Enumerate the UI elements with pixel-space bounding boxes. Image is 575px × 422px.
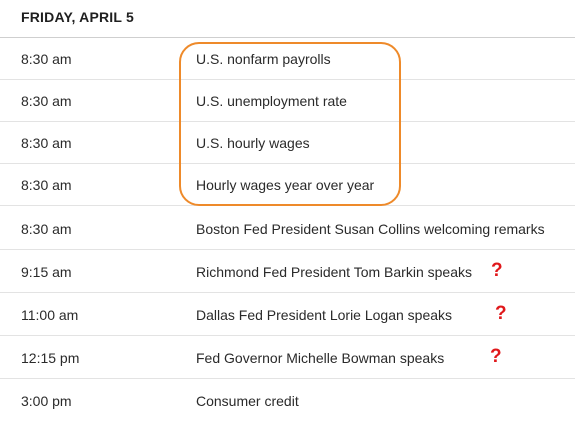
question-mark-icon: ? <box>495 303 507 324</box>
event-time: 9:15 am <box>21 264 72 280</box>
question-mark-icon: ? <box>491 260 503 281</box>
event-time: 8:30 am <box>21 135 72 151</box>
event-name: U.S. nonfarm payrolls <box>196 51 331 67</box>
row-divider <box>0 249 575 250</box>
event-time: 11:00 am <box>21 307 79 323</box>
schedule-row: 11:00 am Dallas Fed President Lorie Loga… <box>0 294 575 336</box>
event-name: Boston Fed President Susan Collins welco… <box>196 221 545 237</box>
event-name: Consumer credit <box>196 393 299 409</box>
row-divider <box>0 121 575 122</box>
schedule-row: 8:30 am U.S. nonfarm payrolls <box>0 38 575 80</box>
event-time: 8:30 am <box>21 93 72 109</box>
schedule-row: 3:00 pm Consumer credit <box>0 380 575 422</box>
schedule-row: 9:15 am Richmond Fed President Tom Barki… <box>0 251 575 293</box>
event-time: 3:00 pm <box>21 393 72 409</box>
event-name: Dallas Fed President Lorie Logan speaks <box>196 307 453 323</box>
header-divider <box>0 37 575 38</box>
schedule-row: 8:30 am Boston Fed President Susan Colli… <box>0 208 575 250</box>
row-divider <box>0 79 575 80</box>
row-divider <box>0 292 575 293</box>
schedule-row: 8:30 am U.S. unemployment rate <box>0 80 575 122</box>
schedule-row: 8:30 am U.S. hourly wages <box>0 122 575 164</box>
day-header: FRIDAY, APRIL 5 <box>21 9 134 25</box>
event-time: 8:30 am <box>21 51 72 67</box>
event-time: 8:30 am <box>21 221 72 237</box>
highlight-outline <box>179 42 401 206</box>
event-name: Fed Governor Michelle Bowman speaks <box>196 350 445 366</box>
event-name: Hourly wages year over year <box>196 177 375 193</box>
event-time: 8:30 am <box>21 177 72 193</box>
event-time: 12:15 pm <box>21 350 80 366</box>
event-name: Richmond Fed President Tom Barkin speaks <box>196 264 472 280</box>
event-name: U.S. unemployment rate <box>196 93 347 109</box>
row-divider <box>0 163 575 164</box>
schedule-row: 12:15 pm Fed Governor Michelle Bowman sp… <box>0 337 575 379</box>
row-divider <box>0 378 575 379</box>
event-name: U.S. hourly wages <box>196 135 310 151</box>
row-divider <box>0 335 575 336</box>
question-mark-icon: ? <box>490 346 502 367</box>
